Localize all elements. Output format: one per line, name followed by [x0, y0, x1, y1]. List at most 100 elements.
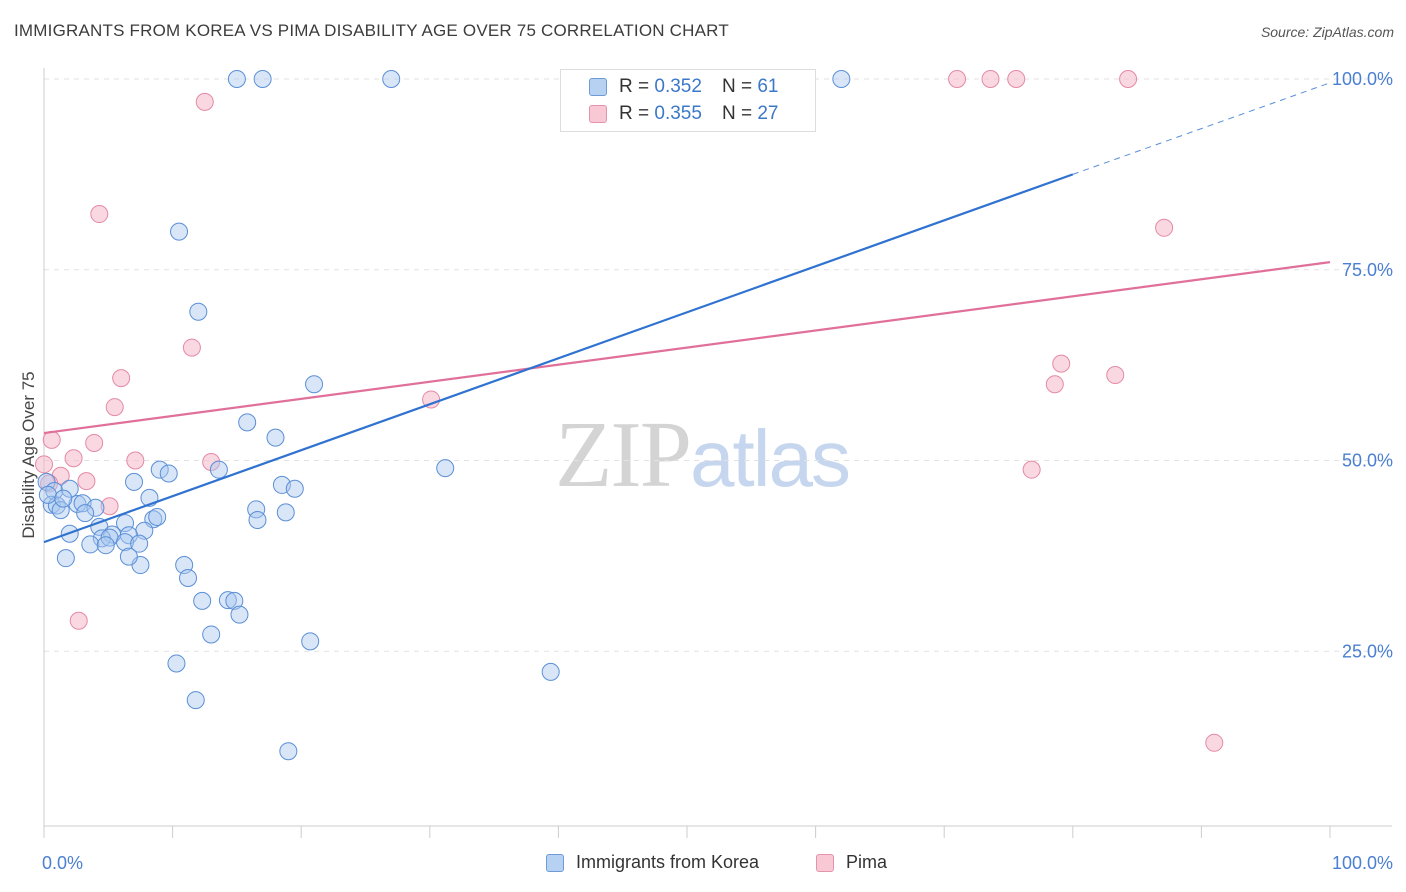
korea-point [541, 662, 560, 681]
korea-point [38, 485, 57, 504]
pima-point [35, 455, 53, 474]
korea-point [230, 605, 249, 624]
korea-point [81, 535, 100, 554]
pima-point [1106, 366, 1125, 385]
korea-legend-swatch [546, 853, 564, 872]
y-axis-label: Disability Age Over 75 [19, 371, 38, 538]
korea-point [37, 472, 56, 491]
series-legend-pima: Pima [816, 852, 887, 873]
korea-point [167, 654, 186, 673]
pima-point [1052, 354, 1071, 373]
korea-point [86, 498, 105, 517]
x-tick-label: 100.0% [1332, 853, 1393, 873]
pima-trend-line [43, 261, 1331, 435]
korea-point [209, 460, 228, 479]
korea-point [54, 489, 73, 508]
pima-legend-swatch [816, 853, 834, 872]
pima-point [195, 92, 214, 111]
korea-point [193, 591, 212, 610]
korea-point [382, 70, 401, 88]
legend-r-label: R = [619, 76, 650, 97]
pima-point [85, 433, 104, 452]
chart-title: IMMIGRANTS FROM KOREA VS PIMA DISABILITY… [14, 21, 729, 40]
pima-legend-label: Pima [846, 852, 888, 872]
pima-point [126, 451, 145, 470]
pima-point [1007, 70, 1026, 88]
korea-trend-extension [1072, 82, 1331, 175]
legend-row-pima: R = 0.355 N = 27 [561, 101, 778, 127]
korea-point [148, 507, 167, 526]
korea-point [202, 625, 221, 644]
pima-point [100, 497, 119, 516]
korea-point [119, 547, 138, 566]
axes [43, 68, 1392, 827]
correlation-legend: R = 0.352 N = 61 R = 0.355 N = 27 [560, 69, 816, 132]
korea-point [150, 460, 169, 479]
series-legend: Immigrants from Korea Pima [0, 852, 1406, 876]
pima-point [1022, 460, 1041, 479]
gridlines [44, 78, 1392, 652]
korea-point [96, 536, 115, 555]
legend-n-label: N = [721, 103, 753, 124]
korea-point [189, 302, 208, 321]
korea-point [832, 70, 851, 88]
pima-point [105, 398, 124, 417]
watermark: ZIPatlas [555, 400, 851, 509]
korea-trend-line [43, 173, 1074, 544]
korea-point [225, 591, 244, 610]
legend-r-label: R = [619, 103, 650, 124]
pima-point [422, 390, 441, 409]
korea-point [285, 479, 304, 498]
korea-point [248, 511, 267, 530]
trend-lines [43, 82, 1331, 544]
legend-n-value: 27 [757, 103, 779, 124]
pima-point [981, 70, 1000, 88]
korea-legend-label: Immigrants from Korea [576, 852, 760, 872]
korea-point [116, 533, 135, 552]
korea-point [125, 472, 144, 491]
korea-point [227, 70, 246, 88]
pima-point [77, 472, 96, 491]
y-tick-label: 100.0% [1332, 69, 1393, 89]
korea-point [76, 504, 95, 523]
legend-row-korea: R = 0.352 N = 61 [561, 74, 778, 100]
pima-point [64, 449, 83, 468]
korea-point [266, 428, 285, 447]
korea-point [218, 591, 237, 610]
korea-point [186, 691, 205, 710]
korea-point [170, 222, 189, 241]
pima-point [1205, 733, 1224, 752]
source-credit: Source: ZipAtlas.com [1260, 24, 1394, 40]
pima-point [90, 205, 109, 224]
korea-point [130, 534, 149, 553]
korea-swatch [589, 78, 607, 96]
korea-point [301, 632, 320, 651]
korea-point [60, 479, 79, 498]
pima-point [1045, 375, 1064, 394]
korea-point [279, 742, 298, 761]
korea-point [305, 375, 324, 394]
korea-point [276, 503, 295, 522]
korea-points [37, 70, 851, 761]
pima-swatch [589, 105, 607, 123]
series-legend-korea: Immigrants from Korea [546, 852, 759, 873]
korea-point [436, 459, 455, 478]
pima-point [69, 611, 88, 630]
korea-point [51, 501, 70, 520]
y-tick-label: 75.0% [1342, 260, 1393, 280]
watermark-atlas: atlas [690, 414, 851, 503]
korea-point [179, 569, 198, 588]
pima-point [1119, 70, 1138, 88]
pima-point [112, 369, 131, 388]
pima-point [42, 430, 61, 449]
korea-point [116, 514, 135, 533]
pima-point [202, 453, 221, 472]
y-tick-label: 25.0% [1342, 641, 1393, 661]
legend-n-value: 61 [757, 76, 779, 97]
legend-r-value: 0.352 [654, 76, 702, 97]
x-tick-label: 0.0% [42, 853, 83, 873]
pima-point [1155, 218, 1174, 237]
legend-n-label: N = [721, 76, 753, 97]
watermark-zip: ZIP [555, 403, 692, 507]
